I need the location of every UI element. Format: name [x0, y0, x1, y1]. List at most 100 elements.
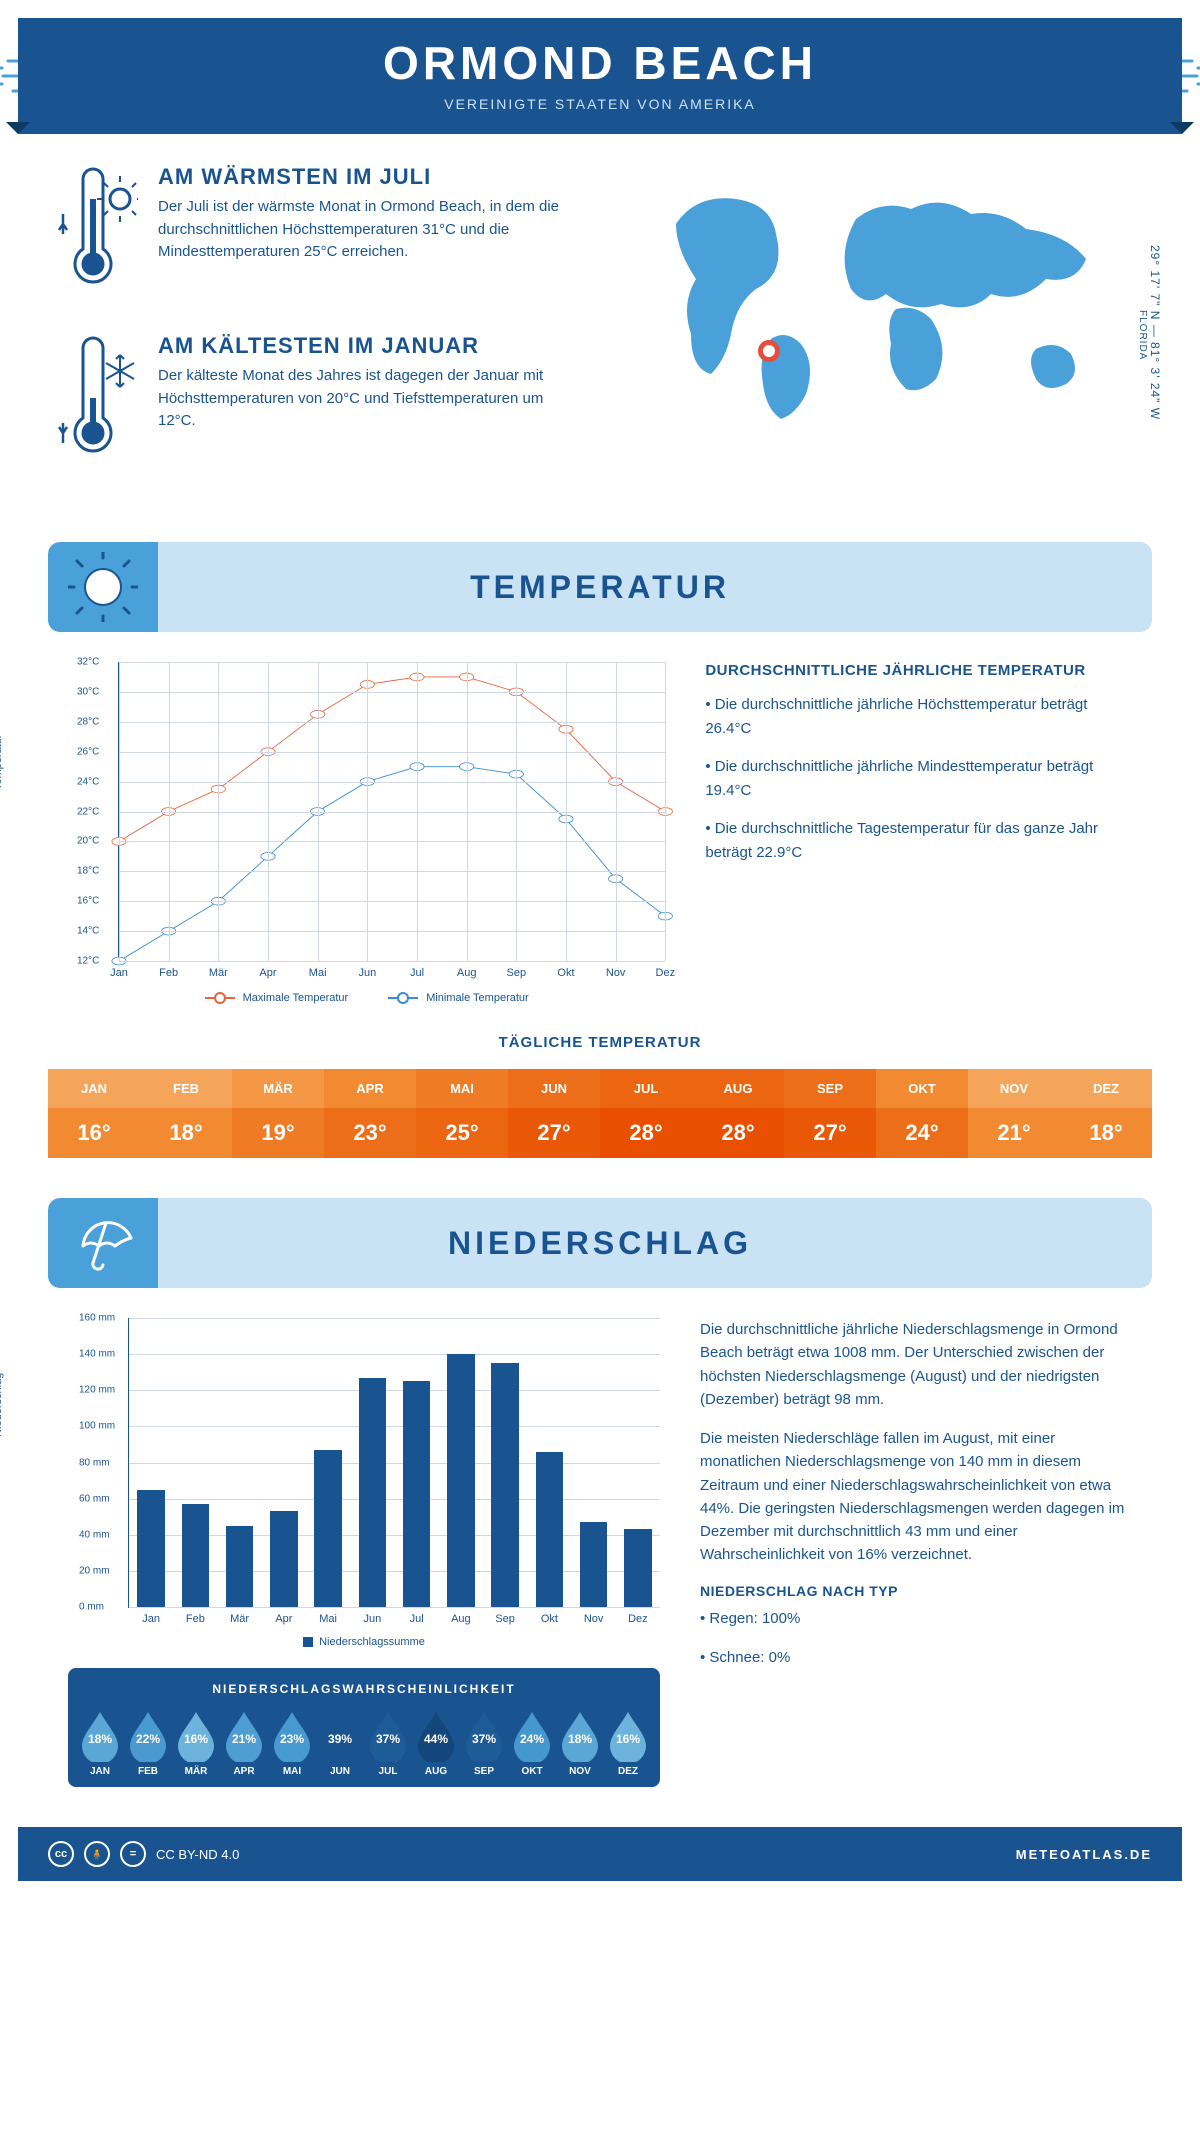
- probability-drop: 22%FEB: [126, 1708, 170, 1777]
- daily-temp-month: JUL: [600, 1069, 692, 1108]
- precip-type-heading: NIEDERSCHLAG NACH TYP: [700, 1583, 1132, 1599]
- x-tick-label: Sep: [507, 967, 527, 979]
- probability-band: NIEDERSCHLAGSWAHRSCHEINLICHKEIT 18%JAN22…: [68, 1668, 660, 1787]
- probability-drop: 21%APR: [222, 1708, 266, 1777]
- daily-temp-month: OKT: [876, 1069, 968, 1108]
- daily-temp-value: 19°: [232, 1108, 324, 1158]
- nd-icon: =: [120, 1841, 146, 1867]
- y-tick-label: 120 mm: [79, 1385, 115, 1396]
- daily-temp-value: 21°: [968, 1108, 1060, 1158]
- probability-drop: 18%NOV: [558, 1708, 602, 1777]
- header-banner: ORMOND BEACH VEREINIGTE STAATEN VON AMER…: [18, 18, 1182, 134]
- x-tick-label: Aug: [457, 967, 477, 979]
- temp-text-heading: DURCHSCHNITTLICHE JÄHRLICHE TEMPERATUR: [705, 662, 1132, 679]
- temp-bullet: • Die durchschnittliche jährliche Höchst…: [705, 693, 1132, 741]
- x-tick-label: Nov: [606, 967, 626, 979]
- x-tick-label: Mär: [209, 967, 228, 979]
- x-tick-label: Apr: [275, 1613, 292, 1625]
- precip-bar: [624, 1529, 652, 1607]
- x-tick-label: Jan: [110, 967, 128, 979]
- daily-temp-month: APR: [324, 1069, 416, 1108]
- warmest-text: Der Juli ist der wärmste Monat in Ormond…: [158, 196, 580, 264]
- page-subtitle: VEREINIGTE STAATEN VON AMERIKA: [18, 96, 1182, 112]
- precip-bar: [359, 1378, 387, 1607]
- precip-chart-legend: Niederschlagssumme: [68, 1636, 660, 1648]
- daily-temp-values-row: 16°18°19°23°25°27°28°28°27°24°21°18°: [48, 1108, 1152, 1158]
- daily-temp-value: 24°: [876, 1108, 968, 1158]
- daily-temp-value: 28°: [692, 1108, 784, 1158]
- map-marker-icon: [758, 340, 780, 362]
- precipitation-heading: NIEDERSCHLAG: [448, 1225, 752, 1262]
- y-tick-label: 12°C: [77, 956, 99, 967]
- sun-icon: [68, 552, 138, 622]
- precip-bar: [491, 1363, 519, 1607]
- x-tick-label: Sep: [495, 1613, 515, 1625]
- y-tick-label: 60 mm: [79, 1493, 110, 1504]
- precip-bar: [403, 1381, 431, 1607]
- temperature-line-chart: 12°C14°C16°C18°C20°C22°C24°C26°C28°C30°C…: [118, 662, 665, 962]
- daily-temp-value: 28°: [600, 1108, 692, 1158]
- umbrella-icon: [68, 1208, 138, 1278]
- license-label: CC BY-ND 4.0: [156, 1847, 239, 1862]
- precip-y-axis-label: Niederschlag: [0, 1373, 4, 1437]
- x-tick-label: Nov: [584, 1613, 604, 1625]
- thermometer-cold-icon: [48, 333, 138, 463]
- temp-y-axis-label: Temperatur: [0, 735, 4, 791]
- y-tick-label: 18°C: [77, 866, 99, 877]
- daily-temp-month: SEP: [784, 1069, 876, 1108]
- temperature-heading: TEMPERATUR: [470, 569, 730, 606]
- x-tick-label: Feb: [186, 1613, 205, 1625]
- y-tick-label: 20°C: [77, 836, 99, 847]
- probability-drop: 37%SEP: [462, 1708, 506, 1777]
- probability-heading: NIEDERSCHLAGSWAHRSCHEINLICHKEIT: [78, 1682, 650, 1696]
- daily-temp-value: 25°: [416, 1108, 508, 1158]
- temp-bullet: • Die durchschnittliche Tagestemperatur …: [705, 817, 1132, 865]
- daily-temp-heading: TÄGLICHE TEMPERATUR: [48, 1034, 1152, 1051]
- daily-temp-months-row: JANFEBMÄRAPRMAIJUNJULAUGSEPOKTNOVDEZ: [48, 1069, 1152, 1108]
- coordinates-label: 29° 17' 7" N — 81° 3' 24" W FLORIDA: [1137, 164, 1162, 502]
- precip-bar: [226, 1526, 254, 1607]
- x-tick-label: Dez: [656, 967, 676, 979]
- x-tick-label: Jun: [364, 1613, 382, 1625]
- x-tick-label: Jul: [410, 967, 424, 979]
- y-tick-label: 140 mm: [79, 1349, 115, 1360]
- probability-drop: 18%JAN: [78, 1708, 122, 1777]
- world-map: 29° 17' 7" N — 81° 3' 24" W FLORIDA: [620, 164, 1152, 502]
- daily-temp-month: JAN: [48, 1069, 140, 1108]
- daily-temp-month: MAI: [416, 1069, 508, 1108]
- page-title: ORMOND BEACH: [18, 36, 1182, 90]
- probability-drop: 23%MAI: [270, 1708, 314, 1777]
- precip-bar: [580, 1522, 608, 1607]
- warmest-title: AM WÄRMSTEN IM JULI: [158, 164, 580, 190]
- y-tick-label: 100 mm: [79, 1421, 115, 1432]
- precip-bar: [137, 1490, 165, 1607]
- x-tick-label: Dez: [628, 1613, 648, 1625]
- footer: cc 🧍 = CC BY-ND 4.0 METEOATLAS.DE: [18, 1827, 1182, 1881]
- precipitation-bar-chart: 0 mm20 mm40 mm60 mm80 mm100 mm120 mm140 …: [128, 1318, 660, 1608]
- y-tick-label: 32°C: [77, 657, 99, 668]
- precip-bar: [182, 1504, 210, 1607]
- daily-temp-month: DEZ: [1060, 1069, 1152, 1108]
- y-tick-label: 16°C: [77, 896, 99, 907]
- precip-bar: [447, 1354, 475, 1607]
- daily-temp-month: AUG: [692, 1069, 784, 1108]
- x-tick-label: Apr: [259, 967, 276, 979]
- y-tick-label: 40 mm: [79, 1529, 110, 1540]
- y-tick-label: 20 mm: [79, 1565, 110, 1576]
- coldest-block: AM KÄLTESTEN IM JANUAR Der kälteste Mona…: [48, 333, 580, 468]
- precip-para-1: Die durchschnittliche jährliche Niedersc…: [700, 1318, 1132, 1411]
- x-tick-label: Jul: [410, 1613, 424, 1625]
- probability-drop: 44%AUG: [414, 1708, 458, 1777]
- temp-chart-legend: Maximale Temperatur Minimale Temperatur: [68, 992, 665, 1004]
- y-tick-label: 30°C: [77, 686, 99, 697]
- y-tick-label: 14°C: [77, 926, 99, 937]
- probability-drop: 37%JUL: [366, 1708, 410, 1777]
- daily-temp-month: NOV: [968, 1069, 1060, 1108]
- daily-temp-value: 27°: [784, 1108, 876, 1158]
- y-tick-label: 28°C: [77, 716, 99, 727]
- coldest-title: AM KÄLTESTEN IM JANUAR: [158, 333, 580, 359]
- daily-temp-value: 16°: [48, 1108, 140, 1158]
- site-name: METEOATLAS.DE: [1016, 1847, 1152, 1862]
- probability-drop: 16%DEZ: [606, 1708, 650, 1777]
- y-tick-label: 80 mm: [79, 1457, 110, 1468]
